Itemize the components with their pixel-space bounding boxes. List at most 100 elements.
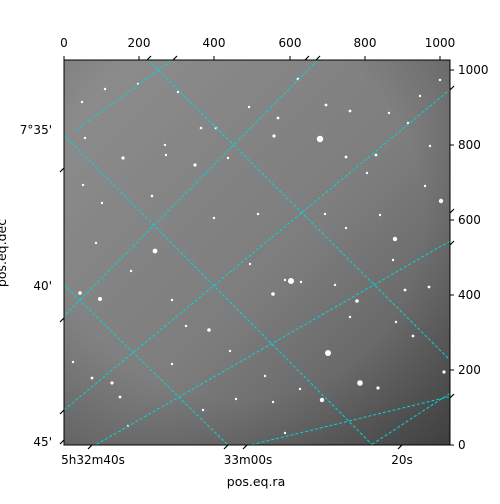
star <box>344 155 348 159</box>
top-tick-label: 800 <box>354 36 377 50</box>
right-tick-label: 400 <box>458 288 481 302</box>
world-tick-mark <box>223 444 229 450</box>
right-tick-label: 1000 <box>458 63 489 77</box>
star <box>94 241 98 245</box>
star <box>355 299 359 303</box>
star <box>323 212 327 216</box>
star <box>394 320 398 324</box>
star <box>288 278 294 284</box>
star <box>103 87 107 91</box>
star <box>387 111 391 115</box>
star <box>378 213 382 217</box>
star <box>348 109 352 113</box>
world-tick-mark <box>87 444 93 450</box>
star <box>423 184 427 188</box>
star <box>283 431 287 435</box>
dec-tick-label: 7°35' <box>20 123 52 137</box>
star <box>298 387 302 391</box>
world-tick-mark <box>242 444 248 450</box>
star <box>357 380 363 386</box>
star <box>152 248 158 254</box>
world-tick-mark <box>172 55 178 61</box>
star <box>411 334 415 338</box>
star <box>234 397 238 401</box>
star <box>121 156 125 160</box>
plot-frame <box>63 59 451 446</box>
grid-line <box>94 240 450 445</box>
star <box>129 269 133 273</box>
star <box>226 156 230 160</box>
star <box>276 116 280 120</box>
star <box>348 315 352 319</box>
ra-tick-label: 5h32m40s <box>61 453 125 467</box>
star <box>80 100 84 104</box>
star <box>391 258 395 262</box>
star <box>442 370 446 374</box>
star <box>90 376 94 380</box>
right-tick-labels: 0 200 400 600 800 1000 <box>458 63 489 452</box>
star <box>247 105 251 109</box>
star <box>403 288 407 292</box>
star <box>163 143 167 147</box>
star <box>324 103 328 107</box>
ra-tick-label: 33m00s <box>224 453 272 467</box>
star <box>365 171 369 175</box>
world-tick-mark <box>59 317 65 323</box>
grid-line <box>64 60 319 317</box>
star <box>376 386 380 390</box>
star <box>83 136 87 140</box>
star <box>110 381 114 385</box>
star <box>418 94 422 98</box>
star <box>316 135 324 143</box>
star <box>427 285 431 289</box>
coordinate-grid <box>64 60 450 445</box>
star <box>170 298 174 302</box>
image-area <box>64 60 450 445</box>
top-tick-label: 400 <box>203 36 226 50</box>
star <box>271 292 275 296</box>
star <box>428 144 432 148</box>
world-tick-mark <box>146 55 152 61</box>
star <box>193 163 197 167</box>
top-tick-label: 1000 <box>425 36 456 50</box>
dec-tick-labels: 7°35' 40' 45' <box>20 123 52 449</box>
star-field <box>71 77 446 435</box>
star <box>333 283 337 287</box>
star <box>71 360 75 364</box>
x-axis-label: pos.eq.ra <box>227 474 285 489</box>
star <box>228 349 232 353</box>
right-tick-label: 600 <box>458 213 481 227</box>
top-tick-label: 600 <box>279 36 302 50</box>
star <box>374 153 378 157</box>
star <box>438 78 442 82</box>
grid-line <box>370 392 450 445</box>
world-tick-marks <box>59 55 455 450</box>
top-tick-label: 200 <box>128 36 151 50</box>
y-axis-label: pos.eq.dec <box>0 219 9 287</box>
star <box>271 400 275 404</box>
right-tick-label: 0 <box>458 438 466 452</box>
world-tick-mark <box>449 85 455 91</box>
dec-tick-label: 45' <box>33 435 52 449</box>
star <box>299 280 303 284</box>
star <box>201 408 205 412</box>
world-tick-mark <box>59 409 65 415</box>
star <box>164 153 168 157</box>
star <box>438 198 444 204</box>
star <box>81 183 85 187</box>
star <box>184 324 188 328</box>
star <box>170 362 174 366</box>
star <box>199 126 203 130</box>
star <box>248 262 252 266</box>
star <box>406 121 410 125</box>
star <box>100 201 104 205</box>
top-tick-label: 0 <box>60 36 68 50</box>
world-tick-mark <box>59 439 65 445</box>
right-tick-label: 200 <box>458 363 481 377</box>
world-tick-mark <box>304 55 310 61</box>
top-tick-labels: 0 200 400 600 800 1000 <box>60 36 455 50</box>
grid-line <box>248 395 450 445</box>
world-tick-mark <box>59 167 65 173</box>
star <box>325 350 331 356</box>
